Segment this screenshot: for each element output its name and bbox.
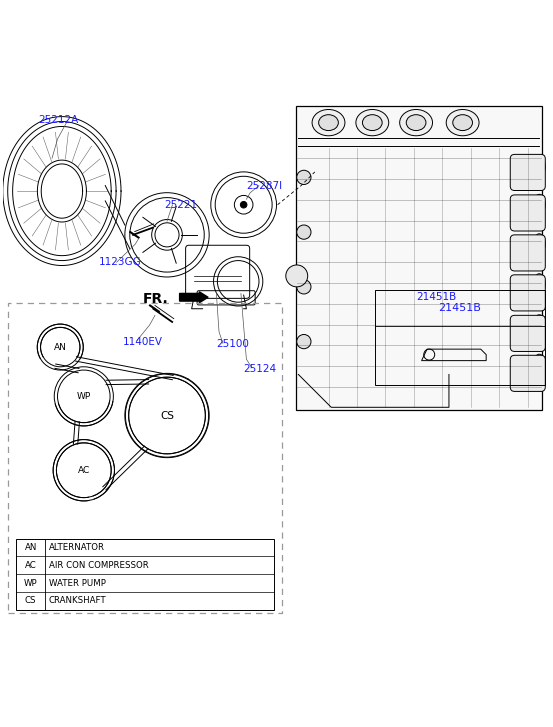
Text: AC: AC: [25, 561, 36, 570]
Ellipse shape: [533, 315, 545, 336]
FancyBboxPatch shape: [510, 316, 545, 351]
Text: 25124: 25124: [244, 364, 277, 374]
Bar: [375, 289, 545, 385]
FancyBboxPatch shape: [510, 275, 545, 311]
Ellipse shape: [406, 115, 426, 131]
Text: WATER PUMP: WATER PUMP: [49, 579, 106, 587]
Ellipse shape: [362, 115, 382, 131]
Text: 1140EV: 1140EV: [123, 337, 163, 347]
Text: AN: AN: [24, 543, 37, 552]
Ellipse shape: [533, 194, 545, 215]
Text: 25100: 25100: [216, 340, 249, 350]
Text: WP: WP: [24, 579, 38, 587]
Circle shape: [241, 201, 247, 208]
Circle shape: [297, 280, 311, 294]
Text: 1123GG: 1123GG: [98, 257, 142, 268]
Bar: [296, 106, 542, 410]
FancyBboxPatch shape: [510, 154, 545, 190]
Text: CS: CS: [160, 411, 174, 420]
FancyArrow shape: [180, 292, 208, 302]
Text: 21451B: 21451B: [416, 292, 456, 302]
Circle shape: [297, 170, 311, 185]
Ellipse shape: [356, 110, 389, 136]
FancyBboxPatch shape: [510, 356, 545, 391]
Text: AIR CON COMPRESSOR: AIR CON COMPRESSOR: [49, 561, 149, 570]
Bar: [17, 539, 274, 610]
Text: AN: AN: [54, 342, 67, 352]
Ellipse shape: [453, 115, 472, 131]
Ellipse shape: [533, 354, 545, 375]
Text: CS: CS: [25, 596, 36, 606]
Circle shape: [286, 265, 307, 287]
Text: 25287I: 25287I: [247, 180, 283, 190]
Ellipse shape: [533, 234, 545, 254]
Circle shape: [297, 225, 311, 239]
Text: WP: WP: [77, 392, 91, 401]
FancyBboxPatch shape: [510, 195, 545, 231]
Ellipse shape: [533, 274, 545, 294]
Text: ALTERNATOR: ALTERNATOR: [49, 543, 105, 552]
Text: AC: AC: [77, 466, 90, 475]
Text: FR.: FR.: [142, 292, 168, 306]
Ellipse shape: [400, 110, 432, 136]
Ellipse shape: [312, 110, 345, 136]
FancyBboxPatch shape: [510, 235, 545, 271]
Ellipse shape: [533, 156, 545, 177]
Text: 25221: 25221: [164, 200, 197, 210]
Text: CRANKSHAFT: CRANKSHAFT: [49, 596, 106, 606]
Text: 25212A: 25212A: [38, 115, 79, 125]
Ellipse shape: [446, 110, 479, 136]
Ellipse shape: [319, 115, 338, 131]
Circle shape: [297, 334, 311, 349]
Text: 21451B: 21451B: [439, 303, 481, 313]
